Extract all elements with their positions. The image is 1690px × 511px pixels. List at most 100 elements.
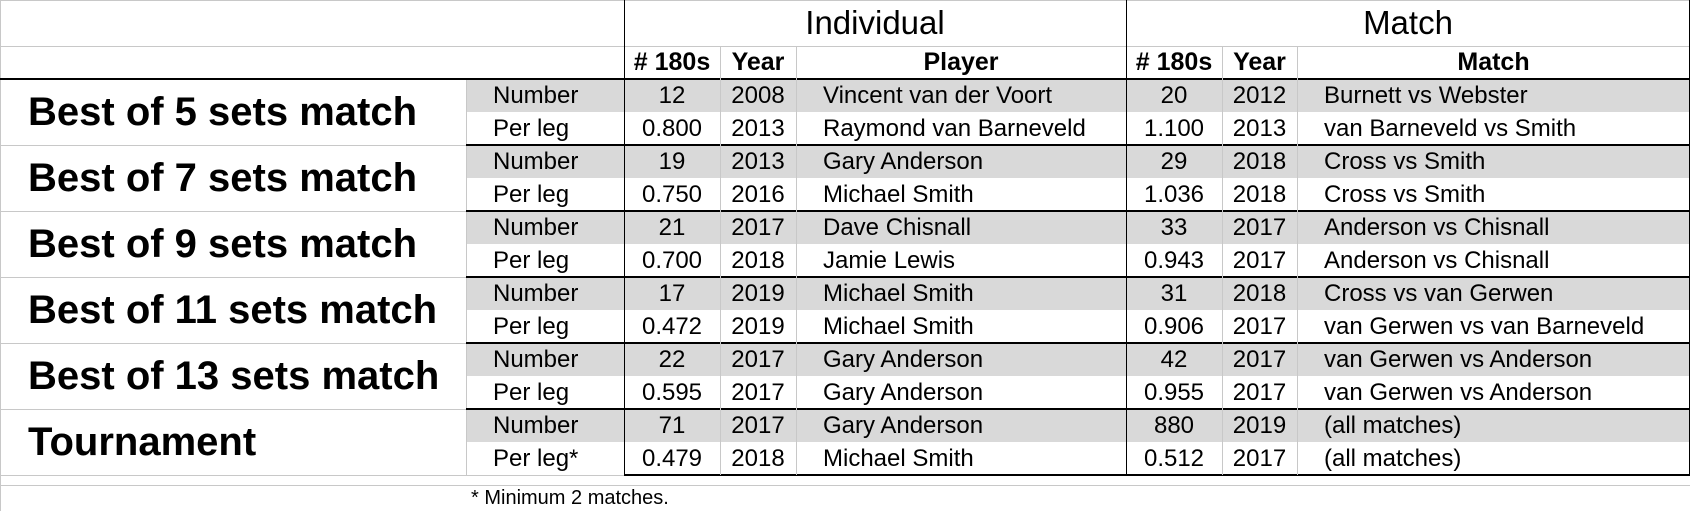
cell-match-name: van Gerwen vs Anderson: [1324, 378, 1593, 406]
border-line: [466, 144, 1690, 146]
row-type: Per leg: [493, 378, 570, 406]
group-label: Best of 13 sets match: [28, 353, 440, 398]
cell-ind-year: 2019: [731, 312, 785, 340]
cell-ind-year: 2017: [720, 343, 796, 376]
header-ind-year: Year: [731, 47, 785, 76]
row-type: Number: [466, 343, 624, 376]
cell-match-name: Anderson vs Chisnall: [1297, 211, 1690, 244]
cell-ind-year: 2017: [720, 211, 796, 244]
cell-match-180s: 20: [1126, 79, 1222, 112]
cell-ind-year: 2008: [720, 79, 796, 112]
grid-line: [0, 343, 466, 344]
grid-line: [0, 485, 1690, 486]
cell-match-year: 2018: [1222, 277, 1297, 310]
cell-match-180s: 0.943: [1143, 246, 1205, 274]
row-type: Per leg*: [493, 444, 579, 472]
header-ind-180s: # 180s: [633, 47, 711, 76]
row-type: Number: [466, 277, 624, 310]
cell-ind-180s: 12: [624, 79, 720, 112]
header-match-180s: # 180s: [1135, 47, 1213, 76]
cell-player: Michael Smith: [823, 312, 974, 340]
grid-line: [0, 277, 466, 278]
cell-match-180s: 0.955: [1143, 378, 1205, 406]
cell-match-name: (all matches): [1324, 444, 1462, 472]
border-line: [624, 474, 1690, 476]
row-type: Per leg: [493, 246, 570, 274]
grid-line: [0, 211, 466, 212]
header-individual: Individual: [805, 4, 945, 41]
footnote: * Minimum 2 matches.: [471, 486, 669, 509]
cell-ind-180s: 0.800: [641, 114, 703, 142]
cell-match-180s: 42: [1126, 343, 1222, 376]
grid-line: [624, 46, 1690, 47]
cell-player: Gary Anderson: [796, 343, 1126, 376]
header-match: Match: [1363, 4, 1453, 41]
row-type: Number: [466, 145, 624, 178]
header-match-year: Year: [1233, 47, 1286, 76]
header-match-name: Match: [1457, 47, 1530, 76]
cell-player: Vincent van der Voort: [796, 79, 1126, 112]
cell-ind-180s: 21: [624, 211, 720, 244]
group-label: Best of 9 sets match: [28, 221, 418, 266]
cell-player: Jamie Lewis: [823, 246, 956, 274]
cell-player: Michael Smith: [823, 444, 974, 472]
group-label: Best of 11 sets match: [28, 287, 438, 332]
cell-match-name: Burnett vs Webster: [1297, 79, 1690, 112]
cell-player: Michael Smith: [823, 180, 974, 208]
row-type: Per leg: [493, 114, 570, 142]
cell-ind-year: 2013: [731, 114, 785, 142]
row-type: Per leg: [493, 180, 570, 208]
border-line: [466, 210, 1690, 212]
row-type: Number: [466, 409, 624, 442]
row-type: Per leg: [493, 312, 570, 340]
cell-match-year: 2019: [1222, 409, 1297, 442]
grid-line: [0, 0, 1, 511]
border-line: [466, 276, 1690, 278]
cell-ind-180s: 0.472: [641, 312, 703, 340]
border-line: [624, 0, 625, 475]
grid-line: [0, 0, 1690, 1]
cell-match-name: van Gerwen vs van Barneveld: [1324, 312, 1645, 340]
cell-ind-year: 2017: [720, 409, 796, 442]
grid-line: [0, 409, 466, 410]
cell-ind-180s: 22: [624, 343, 720, 376]
grid-line: [796, 46, 797, 475]
grid-line: [0, 46, 624, 47]
cell-ind-180s: 0.700: [641, 246, 703, 274]
grid-line: [1222, 46, 1223, 475]
cell-player: Gary Anderson: [796, 409, 1126, 442]
cell-match-name: Cross vs Smith: [1297, 145, 1690, 178]
grid-line: [0, 145, 466, 146]
cell-match-year: 2017: [1222, 343, 1297, 376]
border-line: [1126, 0, 1127, 475]
cell-match-year: 2013: [1232, 114, 1287, 142]
cell-ind-180s: 17: [624, 277, 720, 310]
group-label: Best of 7 sets match: [28, 155, 418, 200]
header-player: Player: [923, 47, 999, 76]
cell-ind-180s: 0.750: [641, 180, 703, 208]
row-type: Number: [466, 211, 624, 244]
cell-match-name: (all matches): [1297, 409, 1690, 442]
cell-ind-year: 2013: [720, 145, 796, 178]
cell-ind-180s: 71: [624, 409, 720, 442]
cell-player: Raymond van Barneveld: [823, 114, 1086, 142]
grid-line: [720, 46, 721, 475]
cell-player: Dave Chisnall: [796, 211, 1126, 244]
cell-player: Michael Smith: [796, 277, 1126, 310]
cell-match-name: Cross vs van Gerwen: [1297, 277, 1690, 310]
cell-match-year: 2017: [1222, 211, 1297, 244]
cell-ind-year: 2017: [731, 378, 785, 406]
cell-ind-year: 2016: [731, 180, 785, 208]
group-label: Tournament: [28, 419, 257, 464]
cell-match-name: Cross vs Smith: [1324, 180, 1486, 208]
cell-match-name: van Barneveld vs Smith: [1324, 114, 1577, 142]
cell-match-year: 2018: [1222, 145, 1297, 178]
cell-ind-180s: 0.479: [641, 444, 703, 472]
cell-ind-180s: 0.595: [641, 378, 703, 406]
cell-match-180s: 33: [1126, 211, 1222, 244]
cell-match-180s: 29: [1126, 145, 1222, 178]
border-line: [466, 408, 1690, 410]
cell-ind-year: 2018: [731, 444, 785, 472]
cell-match-180s: 880: [1126, 409, 1222, 442]
